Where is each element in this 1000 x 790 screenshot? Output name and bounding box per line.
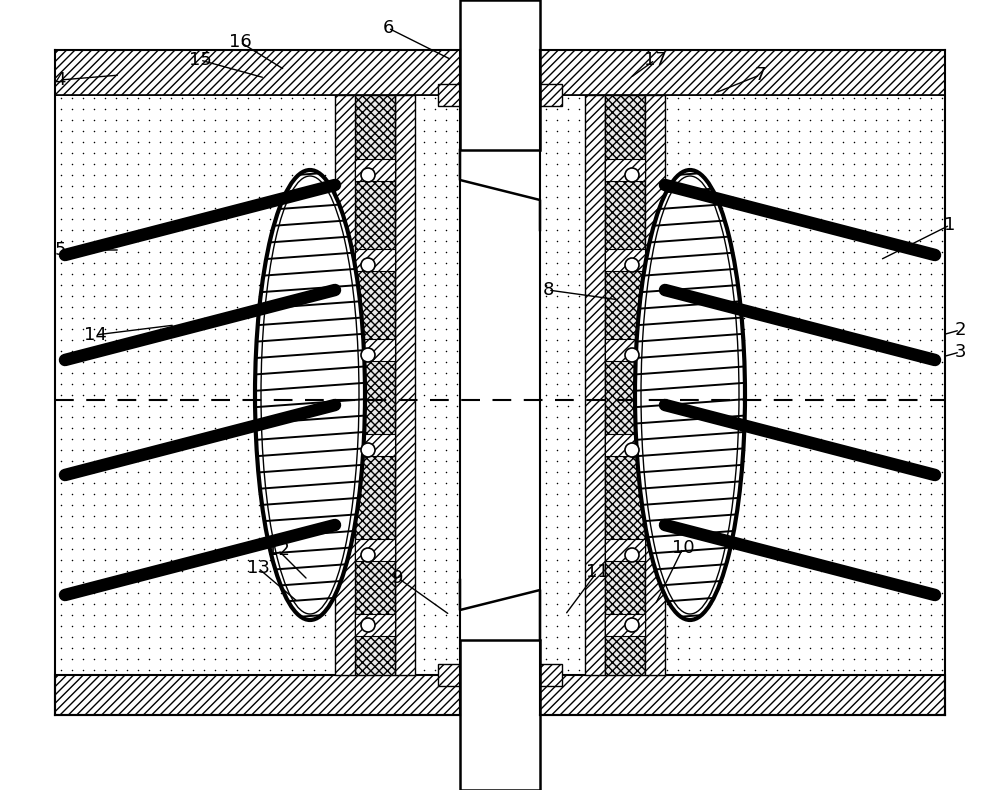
Bar (55, 675, 460, 715)
Bar (395, 95, 415, 675)
Text: 14: 14 (84, 326, 106, 344)
Bar (55, 50, 460, 95)
Bar (540, 84, 562, 106)
Text: 3: 3 (954, 343, 966, 361)
Bar (605, 434, 645, 456)
Circle shape (625, 258, 639, 272)
Text: 10: 10 (672, 539, 694, 557)
Text: 17: 17 (644, 51, 666, 69)
Text: 4: 4 (54, 71, 66, 89)
Circle shape (361, 618, 375, 632)
Bar (55, 95, 460, 675)
Text: 16: 16 (229, 33, 251, 51)
Bar (605, 95, 645, 675)
Text: 6: 6 (382, 19, 394, 37)
Bar (540, 664, 562, 686)
Bar (355, 339, 395, 361)
Bar (460, 0, 540, 150)
Bar (605, 249, 645, 271)
Circle shape (361, 348, 375, 362)
Bar (460, 640, 540, 790)
Bar (605, 539, 645, 561)
Circle shape (625, 443, 639, 457)
Bar (605, 159, 645, 181)
Bar (335, 95, 355, 675)
Circle shape (625, 548, 639, 562)
Bar (355, 95, 395, 675)
Circle shape (361, 548, 375, 562)
Ellipse shape (635, 170, 745, 620)
Text: 12: 12 (267, 541, 289, 559)
Text: 11: 11 (586, 563, 608, 581)
Bar (355, 614, 395, 636)
Circle shape (625, 618, 639, 632)
Bar (645, 95, 665, 675)
Ellipse shape (255, 170, 365, 620)
Bar (540, 675, 945, 715)
Bar (540, 50, 945, 95)
Bar (355, 249, 395, 271)
Text: 7: 7 (754, 66, 766, 84)
Circle shape (361, 168, 375, 182)
Bar (605, 339, 645, 361)
Text: 13: 13 (247, 559, 269, 577)
Text: 1: 1 (944, 216, 956, 234)
Bar (540, 95, 945, 675)
Text: 15: 15 (189, 51, 211, 69)
Bar (355, 434, 395, 456)
Bar (605, 614, 645, 636)
Bar (355, 159, 395, 181)
Circle shape (625, 348, 639, 362)
Circle shape (361, 443, 375, 457)
Circle shape (625, 168, 639, 182)
Text: 2: 2 (954, 321, 966, 339)
Bar (585, 95, 605, 675)
Bar (355, 539, 395, 561)
Text: 9: 9 (392, 569, 404, 587)
Circle shape (361, 258, 375, 272)
Bar (438, 84, 460, 106)
Text: 5: 5 (54, 241, 66, 259)
Bar (438, 664, 460, 686)
Text: 8: 8 (542, 281, 554, 299)
